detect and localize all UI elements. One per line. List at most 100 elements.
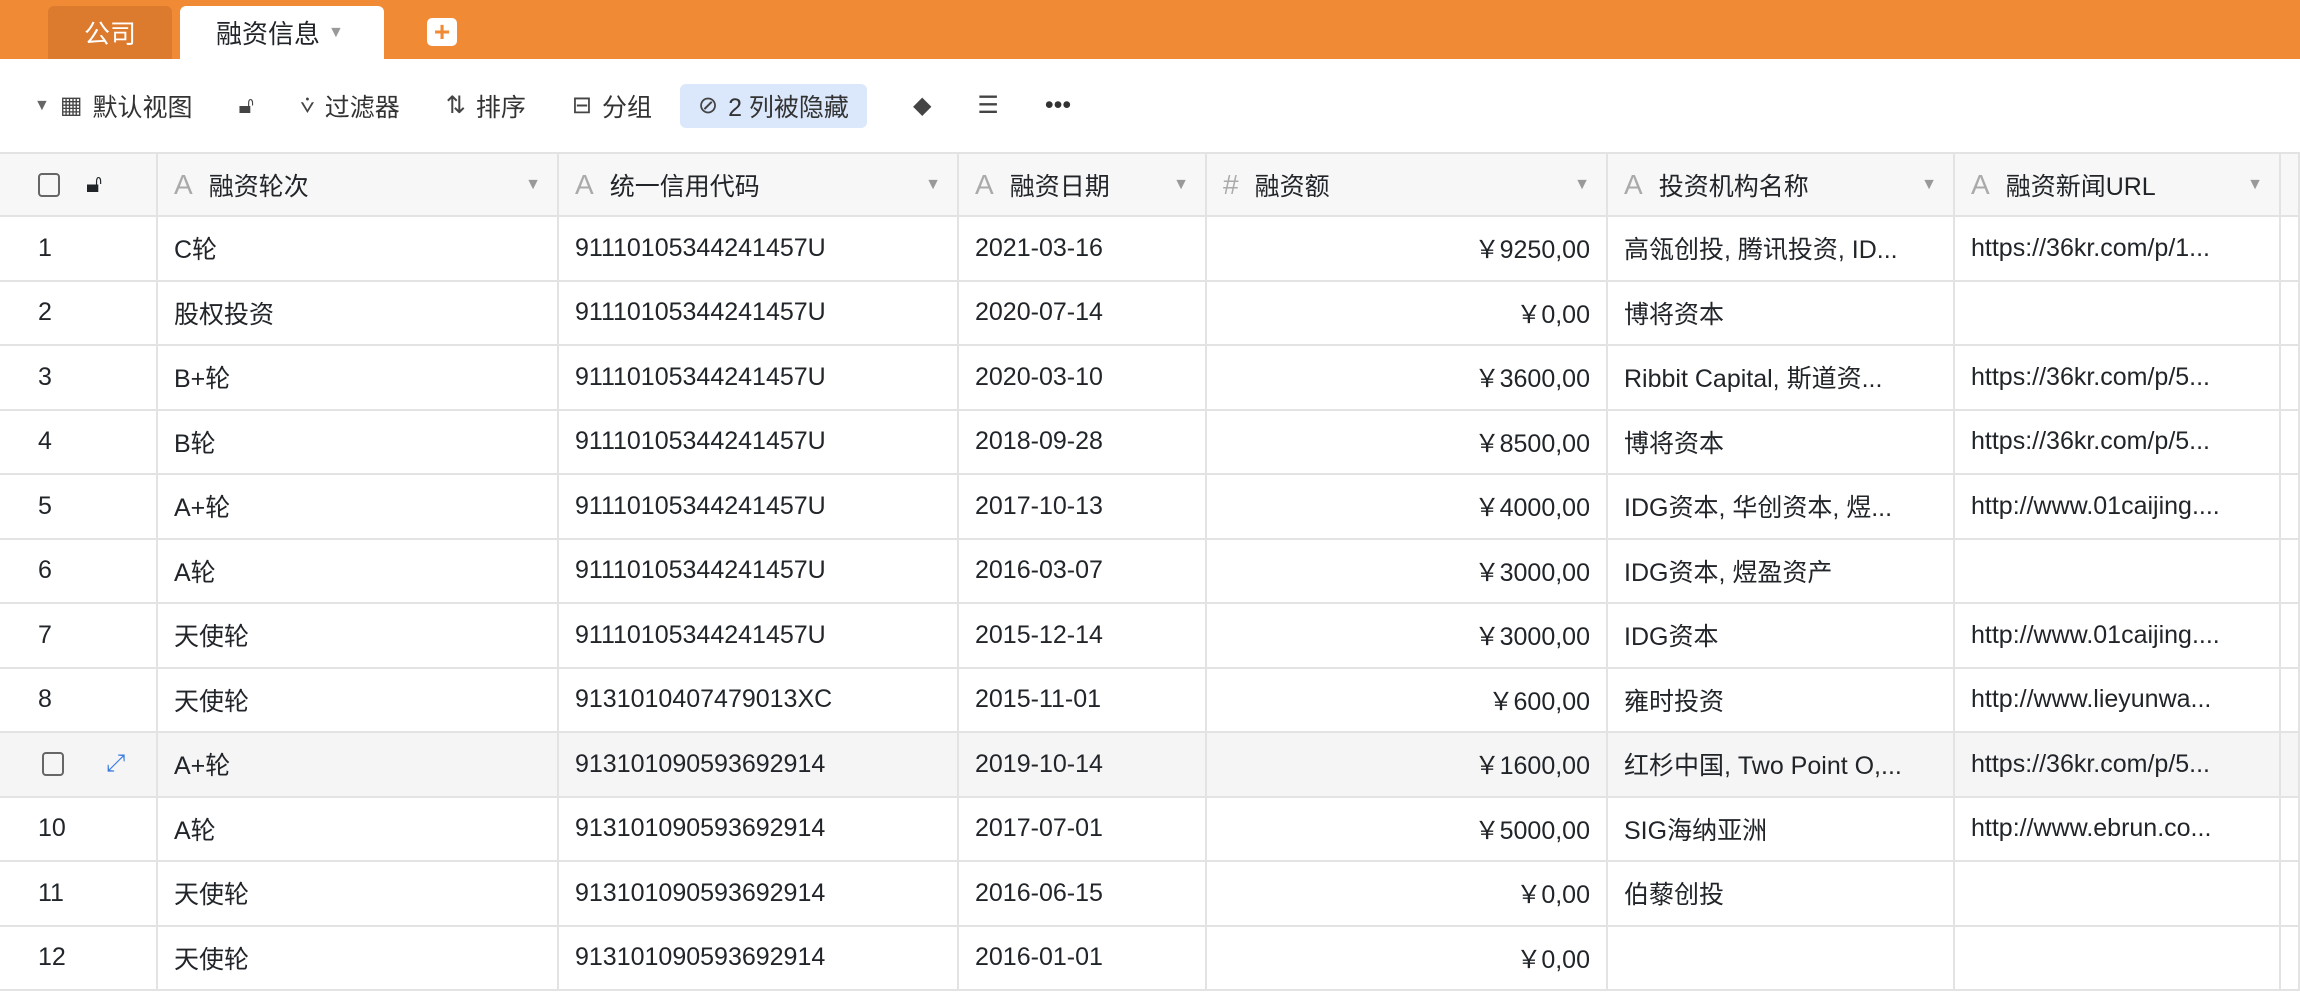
table-cell[interactable]: 博将资本 [1608,281,1955,344]
view-switcher[interactable]: ▼ ▦ 默认视图 [34,84,193,128]
table-cell[interactable]: http://www.01caijing.... [1955,475,2281,538]
chevron-down-icon[interactable]: ▼ [2247,175,2263,193]
table-cell[interactable]: 高瓴创投, 腾讯投资, ID... [1608,217,1955,280]
table-row[interactable]: ⤢ A+轮 913101090593692914 2019-10-14 ￥1600,00… [0,733,2300,798]
table-cell[interactable]: 913101090593692914 [559,926,959,989]
group-button[interactable]: ⊟ 分组 [572,84,652,128]
table-cell[interactable]: 股权投资 [158,281,559,344]
table-cell[interactable]: 91110105344241457U [559,281,959,344]
filter-button[interactable]: ⩒ 过滤器 [300,84,400,128]
column-header[interactable]: A 融资轮次 ▼ [158,154,559,215]
table-cell[interactable]: ￥9250,00 [1207,217,1608,280]
table-cell[interactable]: 2020-03-10 [959,346,1207,409]
table-row[interactable]: 8 天使轮 9131010407479013XC 2015-11-01 ￥600,00 雍… [0,668,2300,733]
table-cell[interactable]: 2017-10-13 [959,475,1207,538]
add-tab-button[interactable]: + [427,18,457,46]
table-row[interactable]: 4 B轮 91110105344241457U 2018-09-28 ￥8500,00 博… [0,410,2300,475]
table-cell[interactable]: 天使轮 [158,604,559,667]
table-cell[interactable]: 博将资本 [1608,410,1955,473]
table-cell[interactable] [1608,926,1955,989]
chevron-down-icon[interactable]: ▼ [525,175,541,193]
table-cell[interactable]: A轮 [158,797,559,860]
table-cell[interactable]: IDG资本, 华创资本, 煜... [1608,475,1955,538]
column-header[interactable]: A 统一信用代码 ▼ [559,154,959,215]
table-cell[interactable]: 913101090593692914 [559,797,959,860]
table-cell[interactable]: 9131010407479013XC [559,668,959,731]
table-cell[interactable]: 91110105344241457U [559,475,959,538]
table-cell[interactable]: ￥0,00 [1207,862,1608,925]
table-cell[interactable]: 2015-12-14 [959,604,1207,667]
table-cell[interactable]: ￥4000,00 [1207,475,1608,538]
table-cell[interactable]: 91110105344241457U [559,217,959,280]
table-cell[interactable]: 2017-07-01 [959,797,1207,860]
column-header[interactable]: A 融资新闻URL ▼ [1955,154,2281,215]
column-header[interactable]: A 投资机构名称 ▼ [1608,154,1955,215]
chevron-down-icon[interactable]: ▼ [925,175,941,193]
chevron-down-icon[interactable]: ▼ [328,23,344,41]
table-cell[interactable]: ￥0,00 [1207,926,1608,989]
table-cell[interactable]: https://36kr.com/p/5... [1955,410,2281,473]
table-cell[interactable]: 91110105344241457U [559,410,959,473]
table-cell[interactable]: https://36kr.com/p/1... [1955,217,2281,280]
select-all-checkbox[interactable] [38,172,60,197]
table-cell[interactable]: 91110105344241457U [559,539,959,602]
table-row[interactable]: 11 天使轮 913101090593692914 2016-06-15 ￥0,00 伯藜… [0,862,2300,927]
table-cell[interactable]: ￥3000,00 [1207,604,1608,667]
table-cell[interactable]: ￥5000,00 [1207,797,1608,860]
row-color-button[interactable]: ◆ [913,84,931,128]
row-height-button[interactable]: ☰ [977,84,999,128]
table-cell[interactable]: 2020-07-14 [959,281,1207,344]
table-row[interactable]: 6 A轮 91110105344241457U 2016-03-07 ￥3000,00 I… [0,539,2300,604]
table-cell[interactable]: 伯藜创投 [1608,862,1955,925]
table-cell[interactable]: A+轮 [158,475,559,538]
sort-button[interactable]: ⇅ 排序 [446,84,526,128]
table-row[interactable]: 10 A轮 913101090593692914 2017-07-01 ￥5000,00… [0,797,2300,862]
table-cell[interactable]: ￥1600,00 [1207,733,1608,796]
table-cell[interactable]: 91110105344241457U [559,346,959,409]
chevron-down-icon[interactable]: ▼ [1574,175,1590,193]
table-cell[interactable]: 2019-10-14 [959,733,1207,796]
table-cell[interactable] [1955,926,2281,989]
column-header[interactable]: # 融资额 ▼ [1207,154,1608,215]
table-cell[interactable]: SIG海纳亚洲 [1608,797,1955,860]
table-cell[interactable] [1955,539,2281,602]
more-button[interactable]: ••• [1045,84,1071,128]
table-cell[interactable]: 红杉中国, Two Point O,... [1608,733,1955,796]
tab-financing[interactable]: 融资信息 ▼ [180,6,384,59]
hidden-columns-button[interactable]: ⊘ 2 列被隐藏 [679,83,867,128]
table-row[interactable]: 2 股权投资 91110105344241457U 2020-07-14 ￥0,00 博将… [0,281,2300,346]
table-cell[interactable]: C轮 [158,217,559,280]
table-cell[interactable]: https://36kr.com/p/5... [1955,733,2281,796]
table-cell[interactable]: Ribbit Capital, 斯道资... [1608,346,1955,409]
table-cell[interactable] [1955,862,2281,925]
table-cell[interactable]: ￥3000,00 [1207,539,1608,602]
table-cell[interactable]: ￥3600,00 [1207,346,1608,409]
table-cell[interactable]: ￥8500,00 [1207,410,1608,473]
table-cell[interactable]: 天使轮 [158,668,559,731]
table-cell[interactable]: 2018-09-28 [959,410,1207,473]
table-cell[interactable]: 913101090593692914 [559,733,959,796]
table-row[interactable]: 7 天使轮 91110105344241457U 2015-12-14 ￥3000,00… [0,604,2300,669]
table-cell[interactable]: 2016-06-15 [959,862,1207,925]
add-column-cell[interactable] [2281,154,2300,215]
lock-view-button[interactable]: 🔓︎ [239,84,255,128]
table-cell[interactable]: IDG资本 [1608,604,1955,667]
lock-icon[interactable]: 🔓︎ [86,170,103,198]
table-cell[interactable]: 天使轮 [158,862,559,925]
table-cell[interactable] [1955,281,2281,344]
column-header[interactable]: A 融资日期 ▼ [959,154,1207,215]
table-row[interactable]: 1 C轮 91110105344241457U 2021-03-16 ￥9250,00 高… [0,217,2300,282]
table-cell[interactable]: ￥600,00 [1207,668,1608,731]
table-cell[interactable]: http://www.ebrun.co... [1955,797,2281,860]
row-checkbox[interactable] [42,752,64,777]
table-cell[interactable]: http://www.01caijing.... [1955,604,2281,667]
table-row[interactable]: 5 A+轮 91110105344241457U 2017-10-13 ￥4000,00… [0,475,2300,540]
table-cell[interactable]: 雍时投资 [1608,668,1955,731]
table-cell[interactable]: http://www.lieyunwa... [1955,668,2281,731]
table-cell[interactable]: B+轮 [158,346,559,409]
table-cell[interactable]: A轮 [158,539,559,602]
chevron-down-icon[interactable]: ▼ [1921,175,1937,193]
table-cell[interactable]: 天使轮 [158,926,559,989]
table-cell[interactable]: 2015-11-01 [959,668,1207,731]
expand-row-icon[interactable]: ⤢ [106,750,126,778]
